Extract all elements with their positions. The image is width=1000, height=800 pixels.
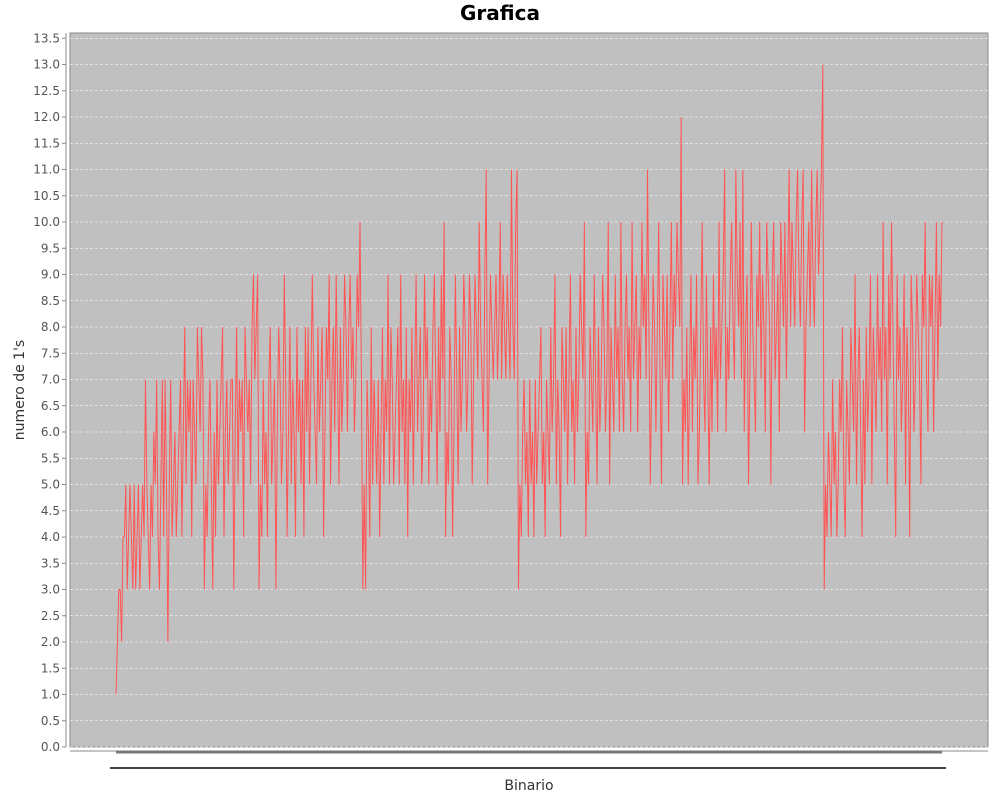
y-tick-label: 12.5	[33, 84, 60, 98]
y-tick-label: 3.5	[41, 556, 60, 570]
y-tick-label: 8.5	[41, 294, 60, 308]
y-tick-label: 5.0	[41, 478, 60, 492]
series-line-0	[115, 64, 943, 695]
y-tick-label: 13.0	[33, 58, 60, 72]
y-tick-label: 12.0	[33, 110, 60, 124]
x-axis-label: Binario	[504, 778, 554, 794]
series-layer	[115, 64, 943, 695]
y-tick-label: 6.0	[41, 425, 60, 439]
y-tick-label: 8.0	[41, 320, 60, 334]
y-tick-label: 9.0	[41, 268, 60, 282]
y-tick-label: 0.0	[41, 740, 60, 754]
chart-title: Grafica	[460, 1, 540, 25]
y-tick-label: 1.5	[41, 661, 60, 675]
y-tick-label: 7.0	[41, 373, 60, 387]
y-tick-label: 2.0	[41, 635, 60, 649]
y-tick-label: 11.5	[33, 136, 60, 150]
y-tick-label: 7.5	[41, 346, 60, 360]
y-tick-label: 2.5	[41, 609, 60, 623]
y-tick-label: 11.0	[33, 163, 60, 177]
y-tick-label: 4.5	[41, 504, 60, 518]
y-axis: 0.0 0.5 1.0 1.5 2.0 2.5 3.0 3.5 4.0 4.5 5.0 5.5 6.0 6…	[33, 31, 66, 754]
y-tick-label: 9.5	[41, 241, 60, 255]
y-tick-label: 13.5	[33, 31, 60, 45]
y-tick-label: 1.0	[41, 688, 60, 702]
y-tick-label: 10.5	[33, 189, 60, 203]
y-tick-label: 0.5	[41, 714, 60, 728]
y-tick-label: 4.0	[41, 530, 60, 544]
y-tick-label: 6.5	[41, 399, 60, 413]
y-tick-label: 3.0	[41, 583, 60, 597]
y-tick-label: 10.0	[33, 215, 60, 229]
y-tick-label: 5.5	[41, 451, 60, 465]
